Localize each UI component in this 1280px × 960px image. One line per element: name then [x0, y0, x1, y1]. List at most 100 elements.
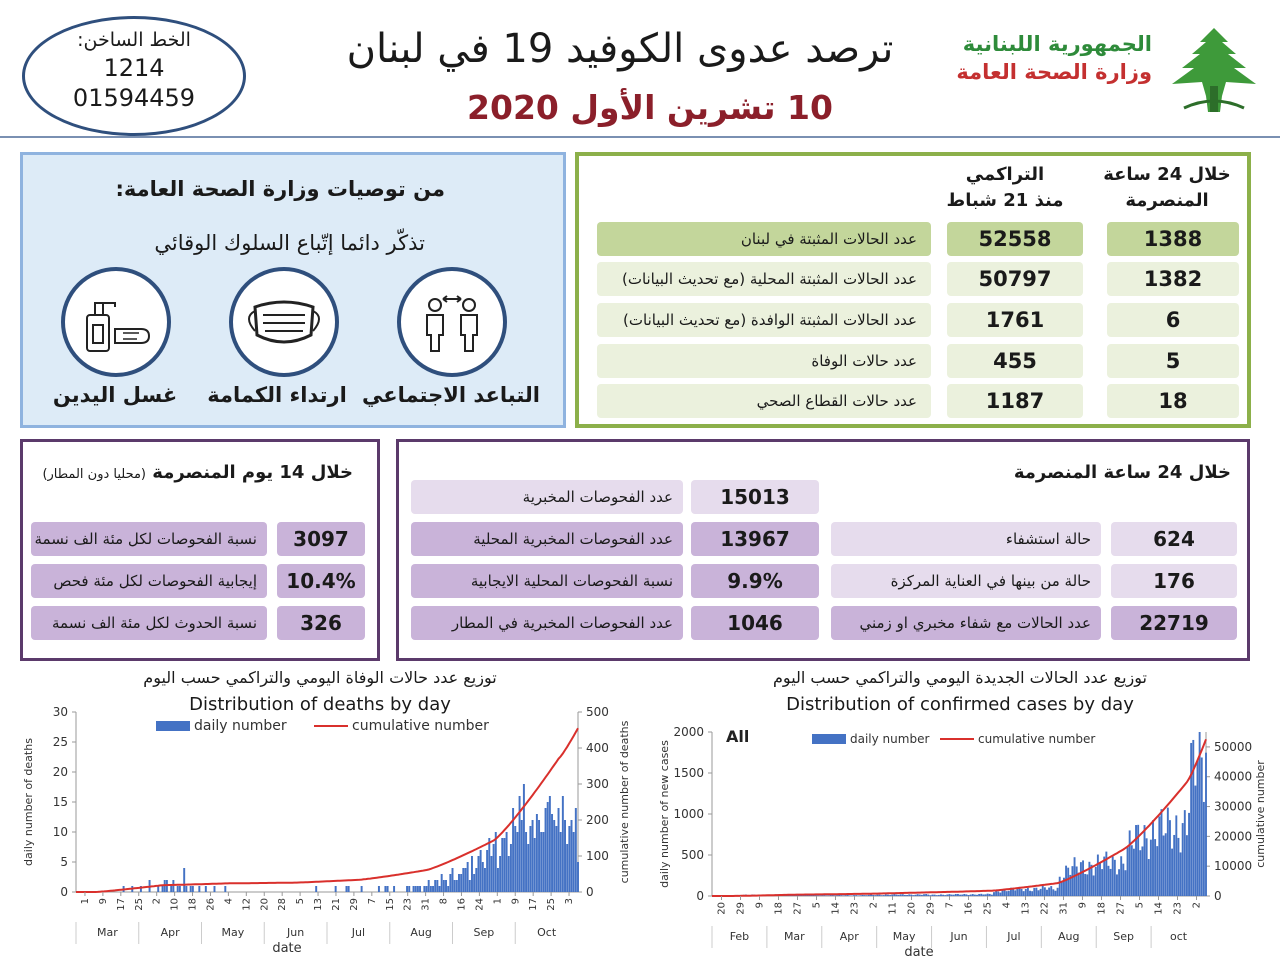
deaths-daily-bar	[577, 862, 579, 892]
cases-daily-bar	[1192, 739, 1195, 896]
deaths-daily-bar	[516, 832, 519, 892]
stat-label-deaths: عدد حالات الوفاة	[597, 344, 931, 378]
cases-daily-bar	[1018, 886, 1021, 896]
ministry-line-republic: الجمهورية اللبنانية	[962, 32, 1152, 56]
deaths-legend-daily: daily number	[194, 718, 287, 734]
deaths-daily-bar	[414, 886, 417, 892]
social-distancing-circle	[397, 267, 507, 377]
cases-daily-bar	[857, 895, 860, 896]
cases-daily-bar	[855, 895, 858, 896]
deaths-daily-bar	[440, 874, 443, 892]
cases-daily-bar	[1077, 872, 1080, 896]
deaths-daily-bar	[574, 808, 577, 892]
deaths-daily-bar	[419, 886, 422, 892]
deaths-daily-bar	[334, 886, 337, 892]
cases-daily-bar	[1124, 870, 1127, 896]
cases-daily-bar	[1200, 757, 1203, 896]
deaths-daily-bar	[501, 838, 504, 892]
face-mask-circle	[229, 267, 339, 377]
cases-y-axis-title: daily number of new cases	[658, 740, 671, 888]
local-tests-value: 13967	[691, 522, 819, 556]
cases-daily-bar	[1037, 890, 1040, 896]
cases-daily-bar	[825, 895, 828, 896]
deaths-daily-bar	[466, 862, 469, 892]
cases-daily-bar	[812, 895, 815, 896]
deaths-daily-bar	[191, 886, 194, 892]
cases-x-tick-label: 29	[926, 902, 937, 915]
cases-daily-bar	[942, 894, 945, 896]
cases-daily-bar	[804, 895, 807, 896]
cases-daily-bar	[842, 895, 845, 896]
deaths-daily-bar	[535, 814, 538, 892]
cases-daily-bar	[997, 891, 1000, 896]
cases-daily-bar	[1086, 874, 1089, 896]
deaths-daily-bar	[538, 820, 541, 892]
deaths-month-label: May	[222, 926, 245, 939]
test-positivity-label: إيجابية الفحوصات لكل مئة فحص	[31, 564, 267, 598]
cases-daily-bar	[1188, 812, 1190, 896]
cases-x-tick-label: 23	[1173, 902, 1184, 915]
deaths-daily-bar	[416, 886, 419, 892]
deaths-daily-bar	[434, 880, 437, 892]
cases-daily-bar	[1194, 785, 1197, 896]
stat-label-local: عدد الحالات المثبتة المحلية (مع تحديث ال…	[597, 262, 931, 296]
deaths-legend-cumulative: cumulative number	[352, 718, 489, 734]
deaths-daily-bar	[172, 880, 175, 892]
deaths-daily-bar	[566, 844, 569, 892]
cases-daily-bar	[923, 894, 925, 896]
cases-daily-bar	[929, 895, 932, 896]
social-distancing-icon	[426, 295, 478, 352]
deaths-daily-bar	[512, 808, 515, 892]
cases-daily-bar	[840, 895, 843, 896]
local-positivity-label: نسبة الفحوصات المحلية الايجابية	[411, 564, 683, 598]
deaths-daily-bar	[436, 880, 439, 892]
cases-daily-bar	[1022, 891, 1025, 896]
cases-x-tick-label: 29	[736, 902, 747, 915]
cases-daily-bar	[836, 895, 839, 896]
cases-stats-panel: خلال 24 ساعة المنصرمة التراكمي منذ 21 شباط…	[575, 152, 1251, 428]
deaths-daily-bar	[170, 886, 173, 892]
cases-y2-tick-label: 30000	[1214, 800, 1252, 814]
cases-daily-bar	[976, 894, 978, 896]
deaths-x-tick-label: 2	[152, 898, 163, 904]
cases-daily-bar	[1205, 752, 1207, 896]
deaths-x-tick-label: 25	[546, 898, 557, 911]
cases-daily-bar	[963, 893, 966, 896]
cases-month-label: Aug	[1058, 930, 1079, 943]
cases-daily-bar	[1105, 851, 1108, 896]
deaths-daily-bar	[442, 880, 445, 892]
cases-daily-bar	[954, 893, 957, 896]
cases-daily-bar	[1020, 888, 1023, 896]
cases-daily-bar	[1107, 865, 1110, 896]
cases-daily-bar	[1046, 889, 1048, 896]
cases-x-tick-label: 9	[755, 902, 766, 908]
cases-daily-bar	[1003, 889, 1006, 896]
incidence-per-100k-value: 326	[277, 606, 365, 640]
local-tests-label: عدد الفحوصات المخبرية المحلية	[411, 522, 683, 556]
cases-daily-bar	[880, 895, 883, 896]
cases-daily-bar	[838, 894, 841, 896]
recommendations-subtitle: تذكّر دائما إتّباع السلوك الوقائي	[154, 231, 425, 255]
hotline-short-number: 1214	[103, 54, 165, 82]
deaths-daily-bar	[224, 886, 227, 892]
cases-daily-bar	[874, 895, 877, 896]
cases-daily-bar	[1052, 889, 1055, 896]
cases-daily-bar	[1039, 888, 1042, 896]
cases-daily-bar	[800, 895, 803, 896]
cases-month-label: Jul	[1006, 930, 1020, 943]
cases-x-tick-label: 14	[1154, 902, 1165, 915]
cases-daily-bar	[1084, 873, 1087, 896]
cases-daily-bar	[925, 893, 928, 896]
cases-month-label: Jun	[949, 930, 967, 943]
cases-daily-bar	[982, 894, 985, 896]
deaths-daily-bar	[486, 850, 489, 892]
deaths-x-tick-label: 4	[223, 898, 234, 904]
cases-chart-title-ar: توزيع عدد الحالات الجديدة اليومي والتراك…	[773, 668, 1147, 687]
cases-daily-bar	[1067, 867, 1070, 896]
cases-daily-bar	[971, 894, 974, 896]
cases-daily-bar	[901, 894, 904, 896]
deaths-daily-bar	[548, 796, 551, 892]
cases-x-tick-label: 20	[907, 902, 918, 915]
deaths-daily-bar	[542, 832, 545, 892]
hotline-long-number: 01594459	[72, 84, 196, 112]
